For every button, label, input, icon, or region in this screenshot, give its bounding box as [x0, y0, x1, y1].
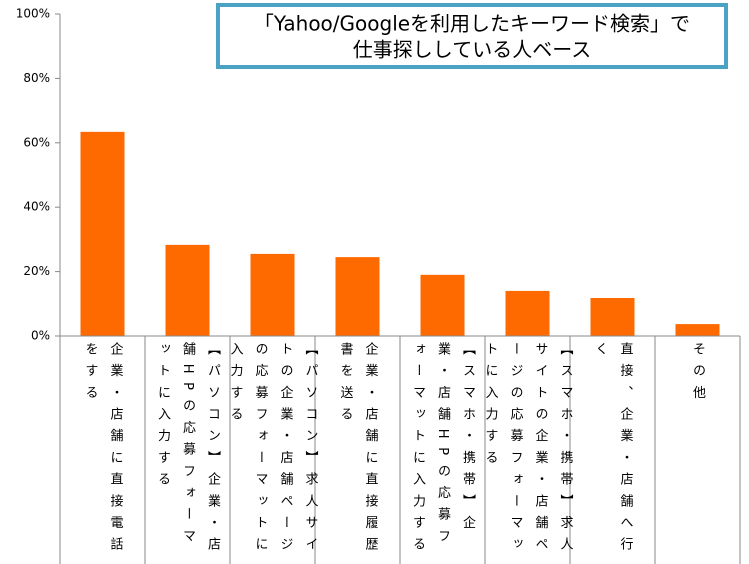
y-tick-label: 20% — [23, 264, 50, 278]
bar — [165, 244, 210, 336]
x-tick-label: 企業・店舗に直接履歴書を送る — [337, 342, 378, 559]
bar — [590, 298, 635, 336]
x-tick-label: 【スマホ・携帯】求人サイトの企業・店舗ページの応募フォーマットに入力する — [482, 342, 573, 559]
y-tick-label: 40% — [23, 200, 50, 214]
x-tick-label: 【パソコン】企業・店舗HPの応募フォーマットに入力する — [155, 342, 220, 559]
y-tick-label: 60% — [23, 135, 50, 149]
y-tick-label: 80% — [23, 71, 50, 85]
x-tick-label: 【パソコン】求人サイトの企業・店舗ページの応募フォーマットに入力する — [227, 342, 318, 559]
bar — [420, 274, 465, 336]
bar — [250, 253, 295, 336]
annotation: 仕事探ししている人ベース — [353, 38, 591, 62]
x-tick-label: 企業・店舗に直接電話をする — [82, 342, 123, 559]
y-tick-label: 0% — [31, 329, 50, 343]
annotation: 「Yahoo/Googleを利用したキーワード検索」で — [254, 12, 690, 36]
bar — [675, 324, 720, 336]
annotation-box — [216, 3, 728, 69]
bar — [505, 290, 550, 336]
x-tick-label: 直接、企業・店舗へ行く — [592, 342, 633, 559]
bar — [335, 257, 380, 336]
bar — [80, 131, 125, 336]
x-tick-label: 【スマホ・携帯】企業・店舗HPの応募フォーマットに入力する — [410, 342, 475, 559]
y-tick-label: 100% — [16, 7, 50, 21]
x-tick-label: その他 — [690, 342, 705, 408]
